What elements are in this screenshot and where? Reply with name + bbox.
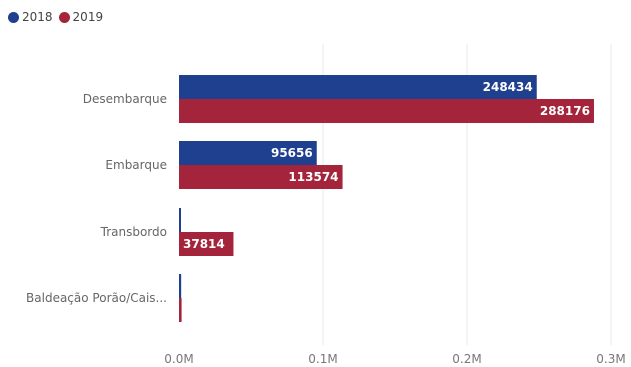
bar-2018 [179,141,317,165]
category-label: Transbordo [100,225,167,239]
data-label: 248434 [483,80,533,94]
bar-2018 [179,274,182,298]
category-label: Embarque [105,158,167,172]
data-label: 288176 [540,104,590,118]
legend-item-2019[interactable]: 2019 [58,10,104,24]
legend-item-2018[interactable]: 2018 [8,10,53,24]
x-tick-label: 0.3M [596,352,625,366]
legend-dot-2019 [58,11,70,23]
legend-label-2018: 2018 [22,10,53,24]
data-label: 37814 [183,237,225,251]
x-tick-label: 0.0M [164,352,193,366]
legend: 2018 2019 [8,10,109,24]
bar-2019 [179,165,343,189]
bar-2018 [179,75,537,99]
bar-2018 [179,208,181,232]
bar-2019 [179,99,594,123]
bar-2019 [179,232,234,256]
legend-dot-2018 [8,11,19,23]
data-label: 113574 [288,170,338,184]
data-label: 95656 [271,146,313,160]
bar-2019 [179,298,182,322]
x-tick-label: 0.2M [452,352,481,366]
category-label: Baldeação Porão/Cais... [26,291,167,305]
legend-label-2019: 2019 [72,10,104,24]
category-label: Desembarque [83,92,167,106]
x-tick-label: 0.1M [308,352,337,366]
